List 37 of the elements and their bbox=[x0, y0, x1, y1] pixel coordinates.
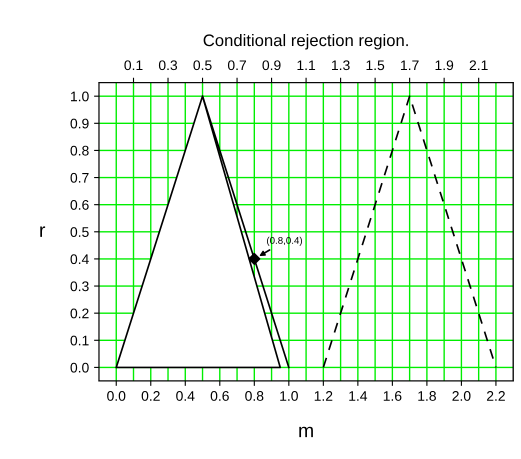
x2-tick-label: 0.9 bbox=[262, 60, 281, 70]
y-tick-label: 0.8 bbox=[70, 146, 89, 156]
x2-tick-label: 0.5 bbox=[193, 60, 212, 70]
x2-tick-label: 1.3 bbox=[332, 60, 350, 70]
x-tick-label: 2.2 bbox=[486, 391, 505, 401]
x-tick-label: 1.0 bbox=[280, 391, 298, 401]
x2-tick-label: 1.9 bbox=[436, 60, 454, 70]
x2-tick-label: 2.1 bbox=[470, 60, 488, 70]
x-tick-label: 1.8 bbox=[418, 391, 436, 401]
x2-tick-label: 0.1 bbox=[124, 60, 142, 70]
y-tick-label: 0.5 bbox=[70, 227, 89, 237]
x-tick-label: 2.0 bbox=[452, 391, 471, 401]
x2-tick-label: 1.7 bbox=[401, 60, 419, 70]
y-axis-title: r bbox=[40, 226, 46, 237]
y-tick-label: 0.9 bbox=[70, 118, 89, 128]
y-tick-label: 0.4 bbox=[70, 254, 89, 264]
x-axis-title: m bbox=[299, 426, 313, 438]
y-tick-label: 0.0 bbox=[70, 362, 89, 373]
y-tick-label: 0.7 bbox=[70, 172, 89, 183]
x2-tick-label: 0.7 bbox=[228, 60, 246, 70]
x-tick-label: 1.2 bbox=[314, 391, 332, 401]
y-tick-label: 1.0 bbox=[71, 92, 89, 102]
x-tick-label: 1.4 bbox=[349, 391, 368, 401]
x-tick-label: 1.6 bbox=[384, 391, 402, 401]
y-tick-label: 0.1 bbox=[70, 336, 89, 346]
x2-tick-label: 1.5 bbox=[366, 60, 384, 70]
y-tick-label: 0.2 bbox=[70, 308, 89, 318]
x-tick-label: 0.6 bbox=[210, 391, 229, 401]
x2-tick-label: 1.1 bbox=[297, 60, 316, 70]
chart-title: Conditional rejection region. bbox=[204, 34, 408, 50]
x-tick-label: 0.0 bbox=[107, 391, 126, 401]
y-tick-label: 0.6 bbox=[70, 200, 89, 210]
x-tick-label: 0.8 bbox=[245, 391, 264, 401]
x2-tick-label: 0.3 bbox=[158, 60, 178, 70]
x-tick-label: 0.2 bbox=[142, 391, 160, 401]
y-tick-label: 0.3 bbox=[70, 281, 89, 292]
x-tick-label: 0.4 bbox=[176, 391, 195, 401]
